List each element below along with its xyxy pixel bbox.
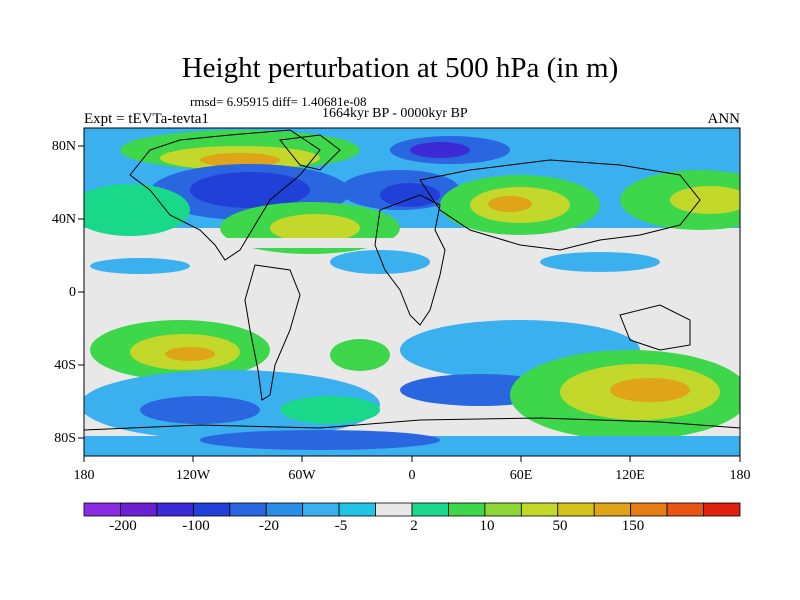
colorbar-swatch (630, 502, 668, 517)
lon-label-0: 0 (408, 468, 416, 483)
greenland-coast (279, 134, 341, 171)
lon-label-60w: 60W (288, 468, 316, 483)
lon-label-180e: 180 (729, 468, 751, 483)
lon-label-120w: 120W (175, 468, 211, 483)
colorbar-label: -200 (109, 518, 137, 534)
coastlines (84, 129, 740, 431)
experiment-label: Expt = tEVTa-tevta1 (84, 111, 209, 127)
eurasia-coast (419, 159, 701, 251)
season-label: ANN (707, 111, 741, 127)
colorbar-label: 50 (552, 518, 568, 534)
colorbar-swatch (83, 502, 121, 517)
lat-label-40s: 40S (54, 358, 76, 373)
lat-label-80n: 80N (51, 139, 76, 154)
colorbar-swatch (229, 502, 267, 517)
lat-label-40n: 40N (51, 212, 76, 227)
colorbar-swatch (192, 502, 231, 517)
colorbar-swatch (520, 502, 559, 517)
colorbar-swatch (703, 502, 741, 517)
south-america-coast (244, 264, 301, 401)
colorbar-swatch (411, 502, 449, 517)
colorbar-swatch (593, 502, 632, 517)
colorbar-swatch (302, 502, 340, 517)
lon-label-180w: 180 (73, 468, 95, 483)
chart-title: Height perturbation at 500 hPa (in m) (181, 52, 619, 84)
colorbar-swatch (484, 502, 522, 517)
rmsd-diff-stats: rmsd= 6.95915 diff= 1.40681e-08 (190, 94, 367, 109)
australia-coast (619, 304, 691, 351)
africa-coast (374, 194, 446, 326)
colorbar-swatch (265, 502, 304, 517)
lon-label-120e: 120E (615, 468, 645, 483)
period-label: 1664kyr BP - 0000kyr BP (322, 106, 468, 121)
colorbar-label: -20 (259, 518, 279, 534)
colorbar-swatch (156, 502, 194, 517)
colorbar-label: 10 (479, 518, 495, 534)
colorbar-label: -5 (334, 518, 348, 534)
colorbar-swatch (120, 502, 158, 517)
colorbar-swatch (375, 502, 413, 517)
lat-label-80s: 80S (54, 431, 76, 446)
colorbar-label: -100 (182, 518, 210, 534)
colorbar-swatch (448, 502, 486, 517)
contour-field (84, 128, 740, 456)
colorbar-swatch (338, 502, 376, 517)
colorbar-swatch (557, 502, 595, 517)
colorbar-swatch (666, 502, 704, 517)
north-america-coast (129, 129, 321, 261)
colorbar-label: 2 (410, 518, 418, 534)
axis-ticks (78, 145, 741, 462)
colorbar-label: 150 (621, 518, 645, 534)
lon-label-60e: 60E (509, 468, 533, 483)
antarctica-coast (84, 417, 740, 431)
lat-label-0: 0 (69, 285, 76, 300)
colorbar (83, 502, 741, 517)
